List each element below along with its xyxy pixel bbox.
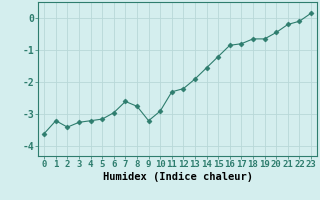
X-axis label: Humidex (Indice chaleur): Humidex (Indice chaleur) <box>103 172 252 182</box>
